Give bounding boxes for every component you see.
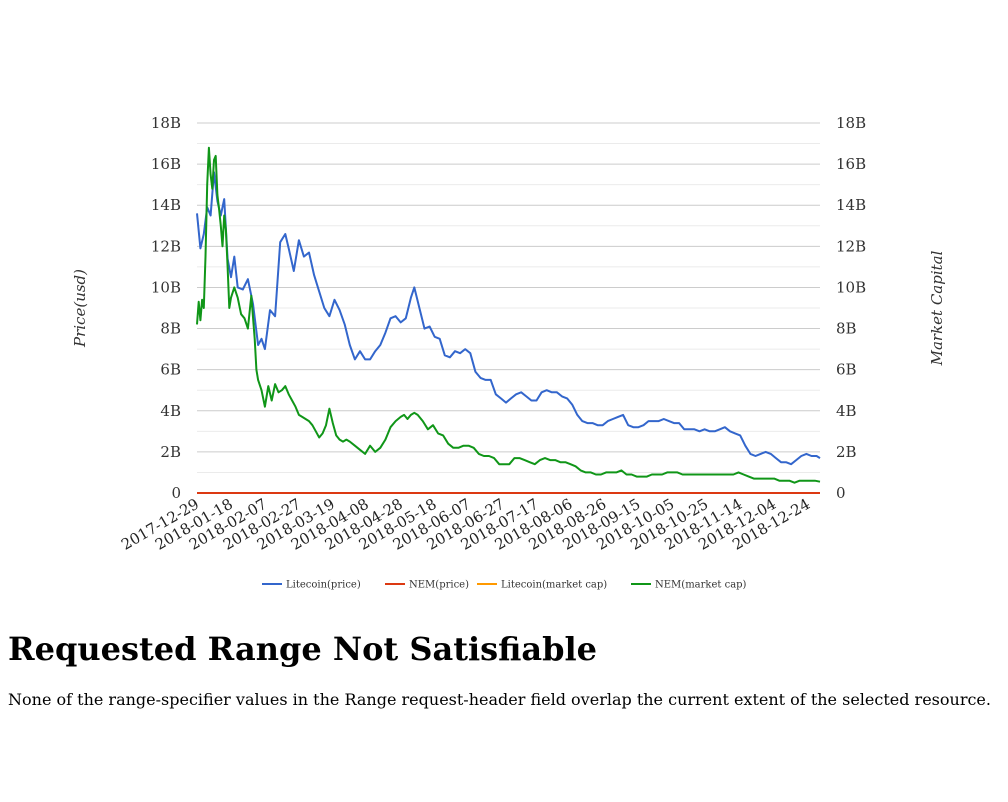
series-line xyxy=(196,171,821,466)
y-left-tick-label: 14B xyxy=(151,196,181,214)
y-right-tick-label: 10B xyxy=(836,278,866,296)
series-lines xyxy=(196,146,821,494)
series-line xyxy=(196,146,821,484)
legend: Litecoin(price) NEM(price) Litecoin(market… xyxy=(262,580,747,591)
error-title: Requested Range Not Satisfiable xyxy=(8,630,598,668)
y-left-tick-label: 2B xyxy=(160,443,181,461)
y-right-tick-label: 16B xyxy=(836,155,866,173)
y-right-tick-label: 14B xyxy=(836,196,866,214)
y-right-tick-label: 6B xyxy=(836,361,857,379)
y-right-tick-label: 12B xyxy=(836,237,866,255)
y-left-tick-label: 0 xyxy=(171,484,181,502)
y-right-tick-label: 18B xyxy=(836,114,866,132)
legend-entry: Litecoin(market cap) xyxy=(501,580,607,591)
y-right-tick-label: 2B xyxy=(836,443,857,461)
error-message: None of the range-specifier values in th… xyxy=(8,690,991,709)
y-left-tick-label: 6B xyxy=(160,361,181,379)
y-left-tick-label: 10B xyxy=(151,278,181,296)
legend-entry: Litecoin(price) xyxy=(286,580,361,591)
line-chart: 0 2B 4B 6B 8B 10B 12B 14B 16B 18B 0 2B 4B 6B 8B 10B 12B… xyxy=(71,114,946,591)
y-left-tick-label: 12B xyxy=(151,237,181,255)
y-axis-left-title: Price(usd) xyxy=(71,269,89,348)
y-left-tick-label: 18B xyxy=(151,114,181,132)
y-right-tick-label: 4B xyxy=(836,402,857,420)
y-left-tick-label: 16B xyxy=(151,155,181,173)
y-axis-right-title: Market Capital xyxy=(928,250,946,366)
legend-entry: NEM(market cap) xyxy=(655,580,747,591)
y-axis-right: 0 2B 4B 6B 8B 10B 12B 14B 16B 18B xyxy=(836,114,866,502)
y-right-tick-label: 8B xyxy=(836,320,857,338)
y-left-tick-label: 8B xyxy=(160,320,181,338)
x-axis: 2017-12-292018-01-182018-02-072018-02-27… xyxy=(118,495,813,554)
y-axis-left: 0 2B 4B 6B 8B 10B 12B 14B 16B 18B xyxy=(151,114,181,502)
legend-entry: NEM(price) xyxy=(409,580,469,591)
grid-lines xyxy=(197,122,820,494)
y-left-tick-label: 4B xyxy=(160,402,181,420)
y-right-tick-label: 0 xyxy=(836,484,846,502)
